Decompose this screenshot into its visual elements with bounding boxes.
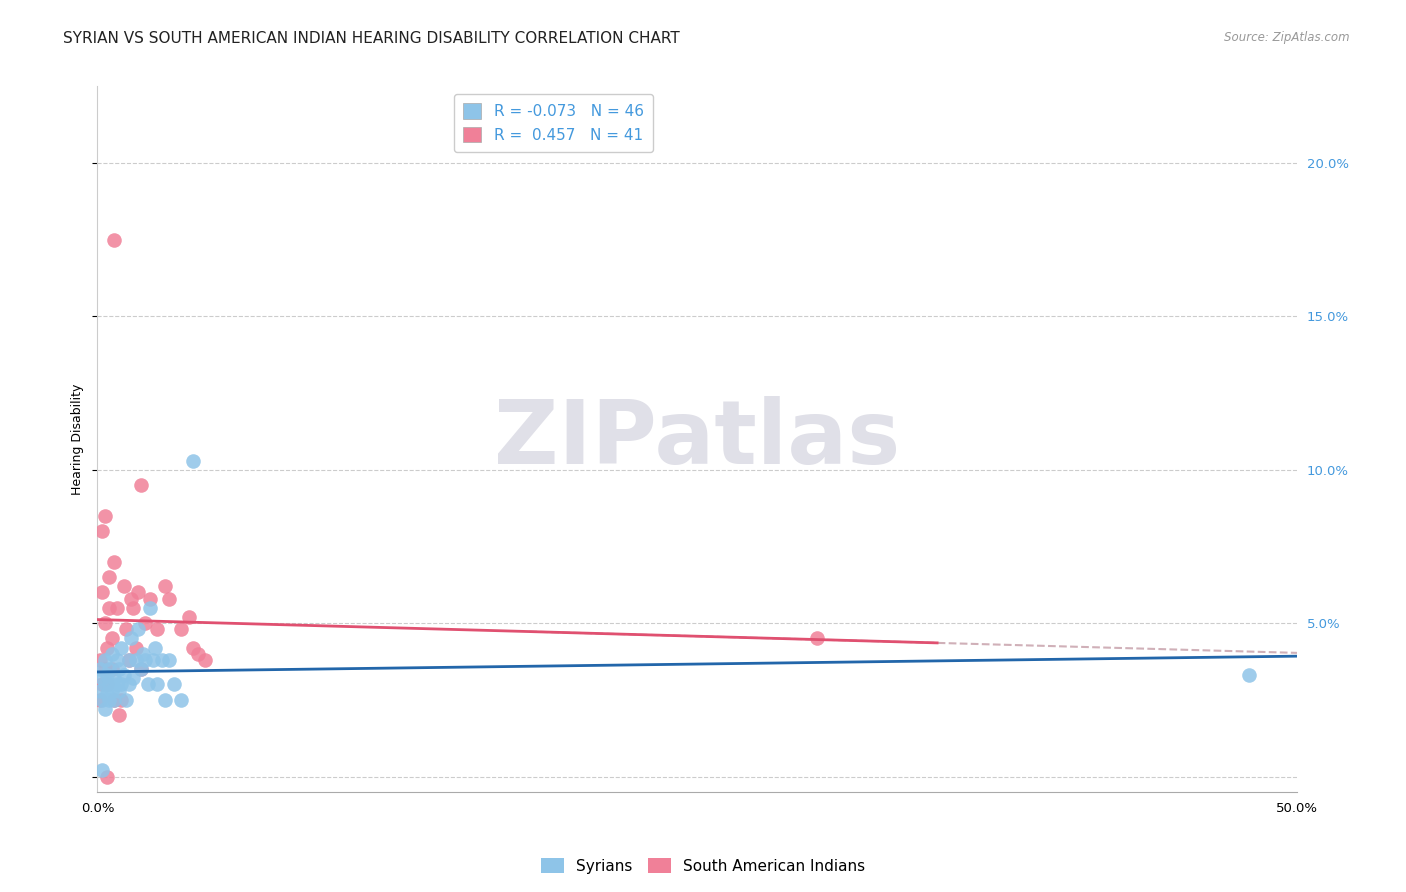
Point (187, 647, 209, 661)
Point (101, 647, 124, 661)
Point (120, 632, 142, 646)
Point (91, 677, 114, 691)
Point (139, 600, 162, 615)
Point (143, 640, 166, 655)
Point (108, 662, 131, 676)
Point (117, 653, 139, 667)
Point (194, 653, 217, 667)
Point (91, 524, 114, 538)
Point (112, 579, 135, 593)
Point (103, 693, 125, 707)
Point (103, 671, 125, 685)
Point (101, 632, 124, 646)
Point (108, 708, 131, 723)
Point (127, 622, 149, 636)
Point (89, 683, 111, 698)
Point (129, 478, 152, 492)
Point (110, 640, 132, 655)
Text: SYRIAN VS SOUTH AMERICAN INDIAN HEARING DISABILITY CORRELATION CHART: SYRIAN VS SOUTH AMERICAN INDIAN HEARING … (63, 31, 681, 46)
Point (134, 653, 156, 667)
Point (98, 693, 121, 707)
Point (806, 632, 828, 646)
Point (93, 653, 115, 667)
Legend: Syrians, South American Indians: Syrians, South American Indians (534, 852, 872, 880)
Point (146, 622, 169, 636)
Point (89, 662, 111, 676)
Point (91, 585, 114, 599)
Point (170, 622, 193, 636)
Point (98, 570, 121, 584)
Point (153, 693, 176, 707)
Point (129, 662, 152, 676)
Point (125, 640, 148, 655)
Point (105, 600, 128, 615)
Point (93, 508, 115, 523)
Point (125, 653, 148, 667)
Point (89, 693, 111, 707)
Point (177, 610, 200, 624)
Point (96, 668, 118, 682)
Text: Source: ZipAtlas.com: Source: ZipAtlas.com (1225, 31, 1350, 45)
Point (139, 591, 162, 606)
Point (103, 693, 125, 707)
Point (117, 677, 139, 691)
Point (98, 662, 121, 676)
Point (93, 702, 115, 716)
Point (98, 677, 121, 691)
Point (103, 555, 125, 569)
Point (96, 640, 118, 655)
Point (96, 687, 118, 701)
Y-axis label: Hearing Disability: Hearing Disability (72, 384, 84, 495)
Point (122, 671, 145, 685)
Point (115, 622, 138, 636)
Point (142, 653, 165, 667)
Point (157, 653, 180, 667)
Point (105, 677, 128, 691)
Point (132, 647, 155, 661)
Point (105, 653, 128, 667)
Point (103, 233, 125, 247)
Text: ZIPatlas: ZIPatlas (494, 395, 900, 483)
Point (157, 591, 180, 606)
Point (1237, 668, 1260, 682)
Point (136, 677, 159, 691)
Point (101, 662, 124, 676)
Point (120, 591, 142, 606)
Point (112, 668, 135, 682)
Point (170, 693, 193, 707)
Point (101, 683, 124, 698)
Point (93, 677, 115, 691)
Point (122, 600, 145, 615)
Point (93, 616, 115, 631)
Point (93, 662, 115, 676)
Point (129, 662, 152, 676)
Point (117, 653, 139, 667)
Point (150, 653, 173, 667)
Point (110, 677, 132, 691)
Point (98, 600, 121, 615)
Point (183, 453, 205, 467)
Point (146, 677, 169, 691)
Point (89, 653, 111, 667)
Point (91, 671, 114, 685)
Point (96, 770, 118, 784)
Point (110, 693, 132, 707)
Legend: R = -0.073   N = 46, R =  0.457   N = 41: R = -0.073 N = 46, R = 0.457 N = 41 (454, 94, 652, 152)
Point (96, 677, 118, 691)
Point (183, 640, 205, 655)
Point (91, 764, 114, 778)
Point (115, 693, 138, 707)
Point (127, 585, 149, 599)
Point (91, 693, 114, 707)
Point (153, 579, 176, 593)
Point (163, 677, 186, 691)
Point (134, 616, 156, 631)
Point (108, 683, 131, 698)
